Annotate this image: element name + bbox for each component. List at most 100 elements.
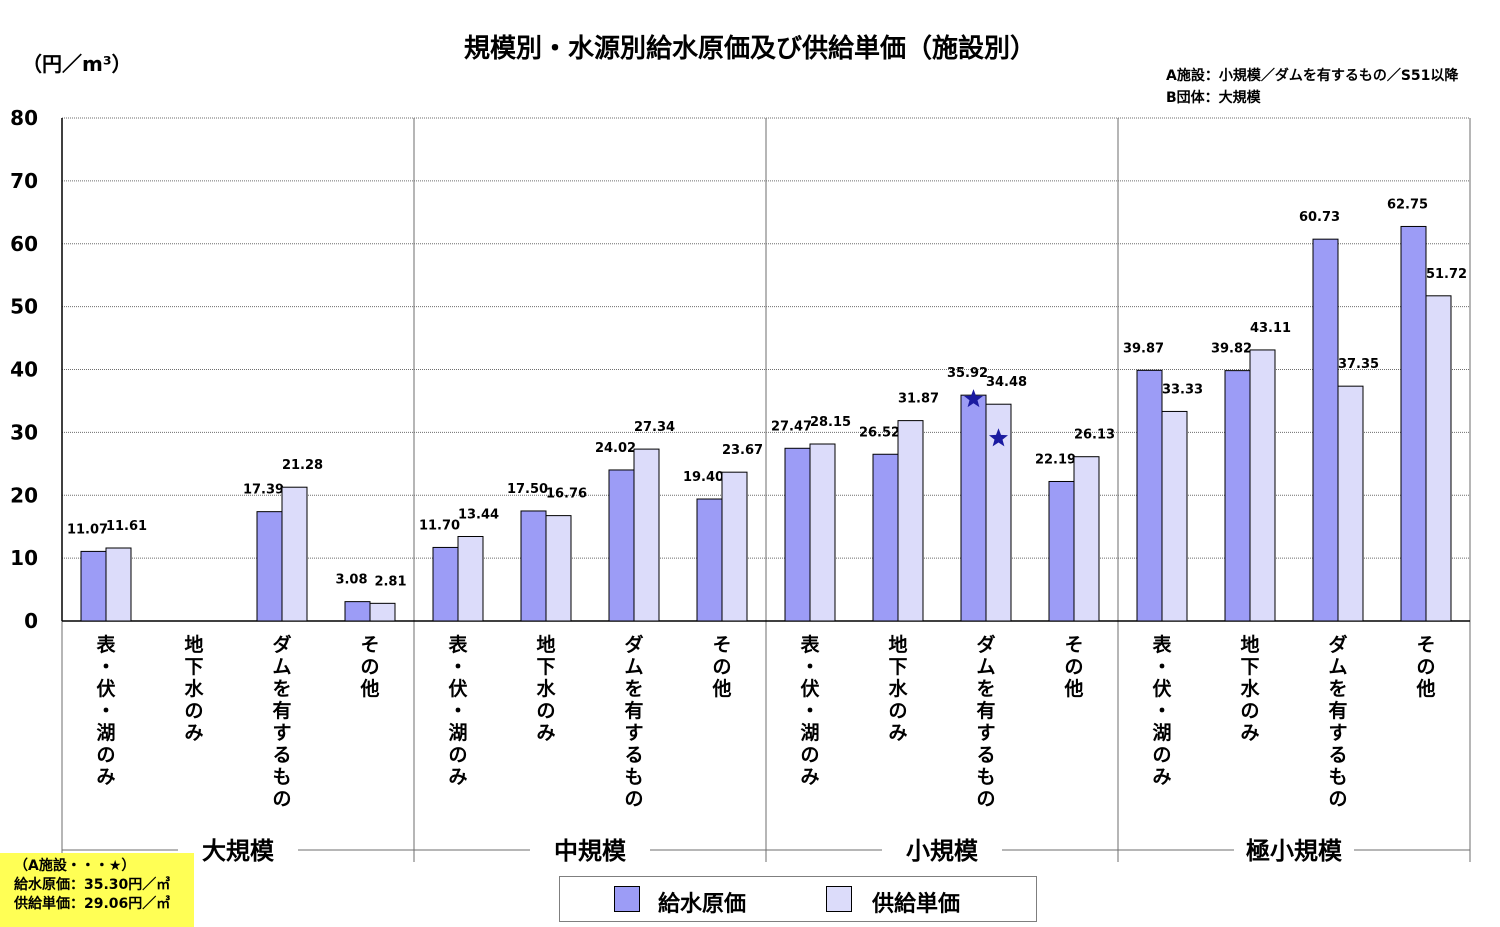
data-label: 16.76	[546, 487, 587, 502]
category-label-char: 有	[272, 699, 291, 722]
category-label-char: 有	[976, 699, 995, 722]
category-label-char: 地	[888, 633, 907, 656]
bar-supply-cost	[608, 469, 635, 622]
category-label-char: 湖	[800, 722, 819, 744]
y-tick-label: 80	[10, 106, 38, 130]
category-label-char: の	[888, 700, 907, 722]
category-label-char: を	[272, 678, 291, 700]
category-label-char: 地	[184, 633, 203, 656]
data-label: 2.81	[374, 574, 406, 589]
category-label-char: 水	[184, 678, 204, 700]
category-label-char: の	[712, 656, 731, 678]
y-tick-label: 20	[10, 483, 38, 507]
group-label: 小規模	[906, 837, 979, 865]
bar-supply-price	[633, 448, 660, 622]
category-label-char: 表	[448, 633, 468, 656]
data-label: 17.50	[507, 482, 548, 497]
category-label-char: そ	[712, 634, 731, 656]
data-label: 21.28	[282, 458, 323, 473]
bar-supply-cost	[1400, 225, 1427, 622]
category-label-char: ダ	[624, 633, 643, 656]
category-label-char: ・	[96, 700, 115, 722]
category-label-char: ダ	[1328, 633, 1347, 656]
y-tick-label: 50	[10, 295, 38, 319]
bar-supply-cost	[696, 498, 723, 622]
data-label: 43.11	[1250, 321, 1291, 336]
bar-supply-price	[809, 443, 836, 622]
category-label-char: を	[624, 678, 643, 700]
data-label: 26.13	[1074, 428, 1115, 443]
bar-supply-cost	[784, 447, 811, 622]
category-label-char: も	[1328, 766, 1347, 788]
group-label-mask	[1234, 835, 1354, 865]
group-label-mask	[178, 835, 298, 865]
category-label-char: 伏	[1152, 677, 1171, 700]
a-facility-highlight-box: （A施設・・・★） 給水原価：35.30円／㎥ 供給単価：29.06円／㎥	[0, 853, 194, 927]
category-label-char: を	[1328, 678, 1347, 700]
category-label-char: 他	[711, 677, 731, 700]
data-label: 31.87	[898, 392, 939, 407]
note-b-organization: B団体：大規模	[1166, 90, 1261, 106]
data-label: 27.47	[771, 419, 812, 434]
y-tick-label: 30	[10, 420, 38, 444]
bar-supply-cost	[1224, 370, 1251, 622]
chart-legend: 給水原価 供給単価	[559, 876, 1037, 922]
category-label-char: 下	[536, 656, 555, 678]
y-tick-label: 0	[24, 609, 38, 633]
category-label-char: の	[272, 788, 291, 810]
category-label-char: ダ	[976, 633, 995, 656]
group-label: 中規模	[554, 837, 627, 865]
legend-label-supply-cost: 給水原価	[658, 892, 747, 917]
group-label: 極小規模	[1246, 837, 1343, 865]
category-label-char: そ	[1064, 634, 1083, 656]
data-label: 3.08	[335, 573, 367, 588]
category-label-char: み	[1240, 722, 1259, 744]
category-label-char: ・	[448, 656, 467, 678]
category-label-char: 表	[1152, 633, 1172, 656]
data-label: 24.02	[595, 441, 636, 456]
category-label-char: の	[448, 744, 467, 766]
data-label: 33.33	[1162, 382, 1203, 397]
category-label-char: 湖	[448, 722, 467, 744]
category-label-char: 伏	[448, 677, 467, 700]
bar-supply-cost	[80, 550, 107, 622]
bar-supply-price	[1161, 410, 1188, 622]
data-label: 37.35	[1338, 357, 1379, 372]
category-label-char: ム	[272, 656, 291, 678]
category-label-char: 他	[1063, 677, 1083, 700]
category-label-char: の	[1152, 744, 1171, 766]
data-label: 11.61	[106, 519, 147, 534]
category-label-char: の	[1240, 700, 1259, 722]
bar-supply-price	[369, 602, 396, 622]
category-label-char: ム	[976, 656, 995, 678]
category-label-char: 水	[1240, 678, 1260, 700]
data-label: 51.72	[1426, 267, 1467, 282]
category-label-char: み	[96, 766, 115, 788]
category-label-char: 有	[1328, 699, 1347, 722]
data-label: 28.15	[810, 415, 851, 430]
category-label-char: の	[800, 744, 819, 766]
category-label-char: 表	[96, 633, 116, 656]
data-label: 11.70	[419, 518, 460, 533]
category-label-char: る	[272, 744, 291, 766]
bar-supply-cost	[256, 511, 283, 622]
highlight-box-heading: （A施設・・・★）	[14, 858, 136, 874]
category-label-char: そ	[360, 634, 379, 656]
data-label: 23.67	[722, 443, 763, 458]
bar-supply-price	[1073, 456, 1100, 622]
category-label-char: 地	[536, 633, 555, 656]
bar-supply-cost	[872, 453, 899, 622]
category-label-char: す	[624, 722, 643, 744]
y-axis-unit: （円／m³）	[22, 52, 132, 76]
category-label-char: の	[1328, 788, 1347, 810]
data-label: 17.39	[243, 483, 284, 498]
category-label-char: み	[184, 722, 203, 744]
category-label-char: ・	[800, 656, 819, 678]
category-label-char: 伏	[96, 677, 115, 700]
category-label-char: み	[1152, 766, 1171, 788]
y-tick-label: 70	[10, 169, 38, 193]
category-label-char: 下	[1240, 656, 1259, 678]
category-label-char: そ	[1416, 634, 1435, 656]
category-label-char: の	[360, 656, 379, 678]
bar-supply-price	[897, 420, 924, 622]
